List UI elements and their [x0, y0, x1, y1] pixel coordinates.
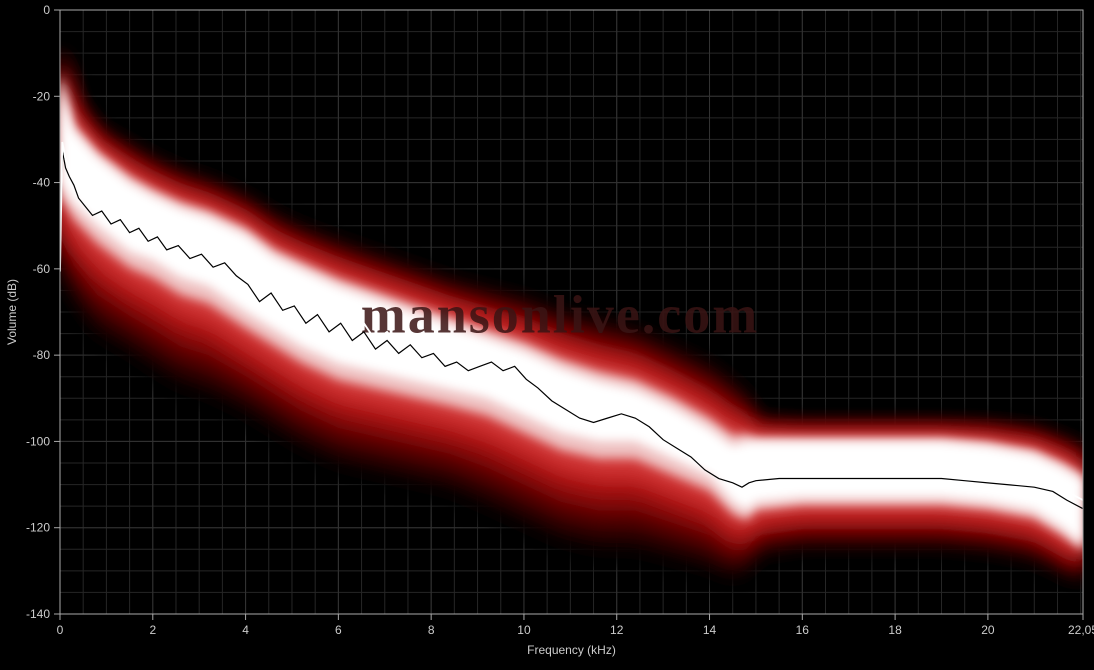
y-tick-label: -40	[33, 176, 51, 190]
x-tick-label: 10	[517, 623, 531, 637]
x-tick-label: 8	[428, 623, 435, 637]
watermark-text: mansonlive.com	[361, 284, 760, 344]
x-tick-label: 22,05	[1068, 623, 1094, 637]
x-tick-label: 16	[796, 623, 810, 637]
y-tick-label: -100	[26, 434, 50, 448]
x-tick-label: 2	[149, 623, 156, 637]
chart-svg: mansonlive.com 0 2 4 6 8 10 12 14 16 18 20 22,05 0 -20…	[0, 0, 1094, 670]
x-axis-label: Frequency (kHz)	[527, 643, 616, 657]
y-tick-label: -20	[33, 89, 51, 103]
x-tick-label: 20	[981, 623, 995, 637]
y-axis-label: Volume (dB)	[5, 279, 19, 345]
y-tick-label: -120	[26, 521, 50, 535]
x-tick-label: 6	[335, 623, 342, 637]
x-tick-label: 4	[242, 623, 249, 637]
spectrum-chart: mansonlive.com 0 2 4 6 8 10 12 14 16 18 20 22,05 0 -20…	[0, 0, 1094, 670]
x-tick-label: 12	[610, 623, 624, 637]
y-tick-label: 0	[43, 3, 50, 17]
x-tick-label: 0	[57, 623, 64, 637]
y-tick-label: -60	[33, 262, 51, 276]
x-tick-label: 14	[703, 623, 717, 637]
x-tick-label: 18	[888, 623, 902, 637]
y-tick-label: -80	[33, 348, 51, 362]
y-tick-label: -140	[26, 607, 50, 621]
